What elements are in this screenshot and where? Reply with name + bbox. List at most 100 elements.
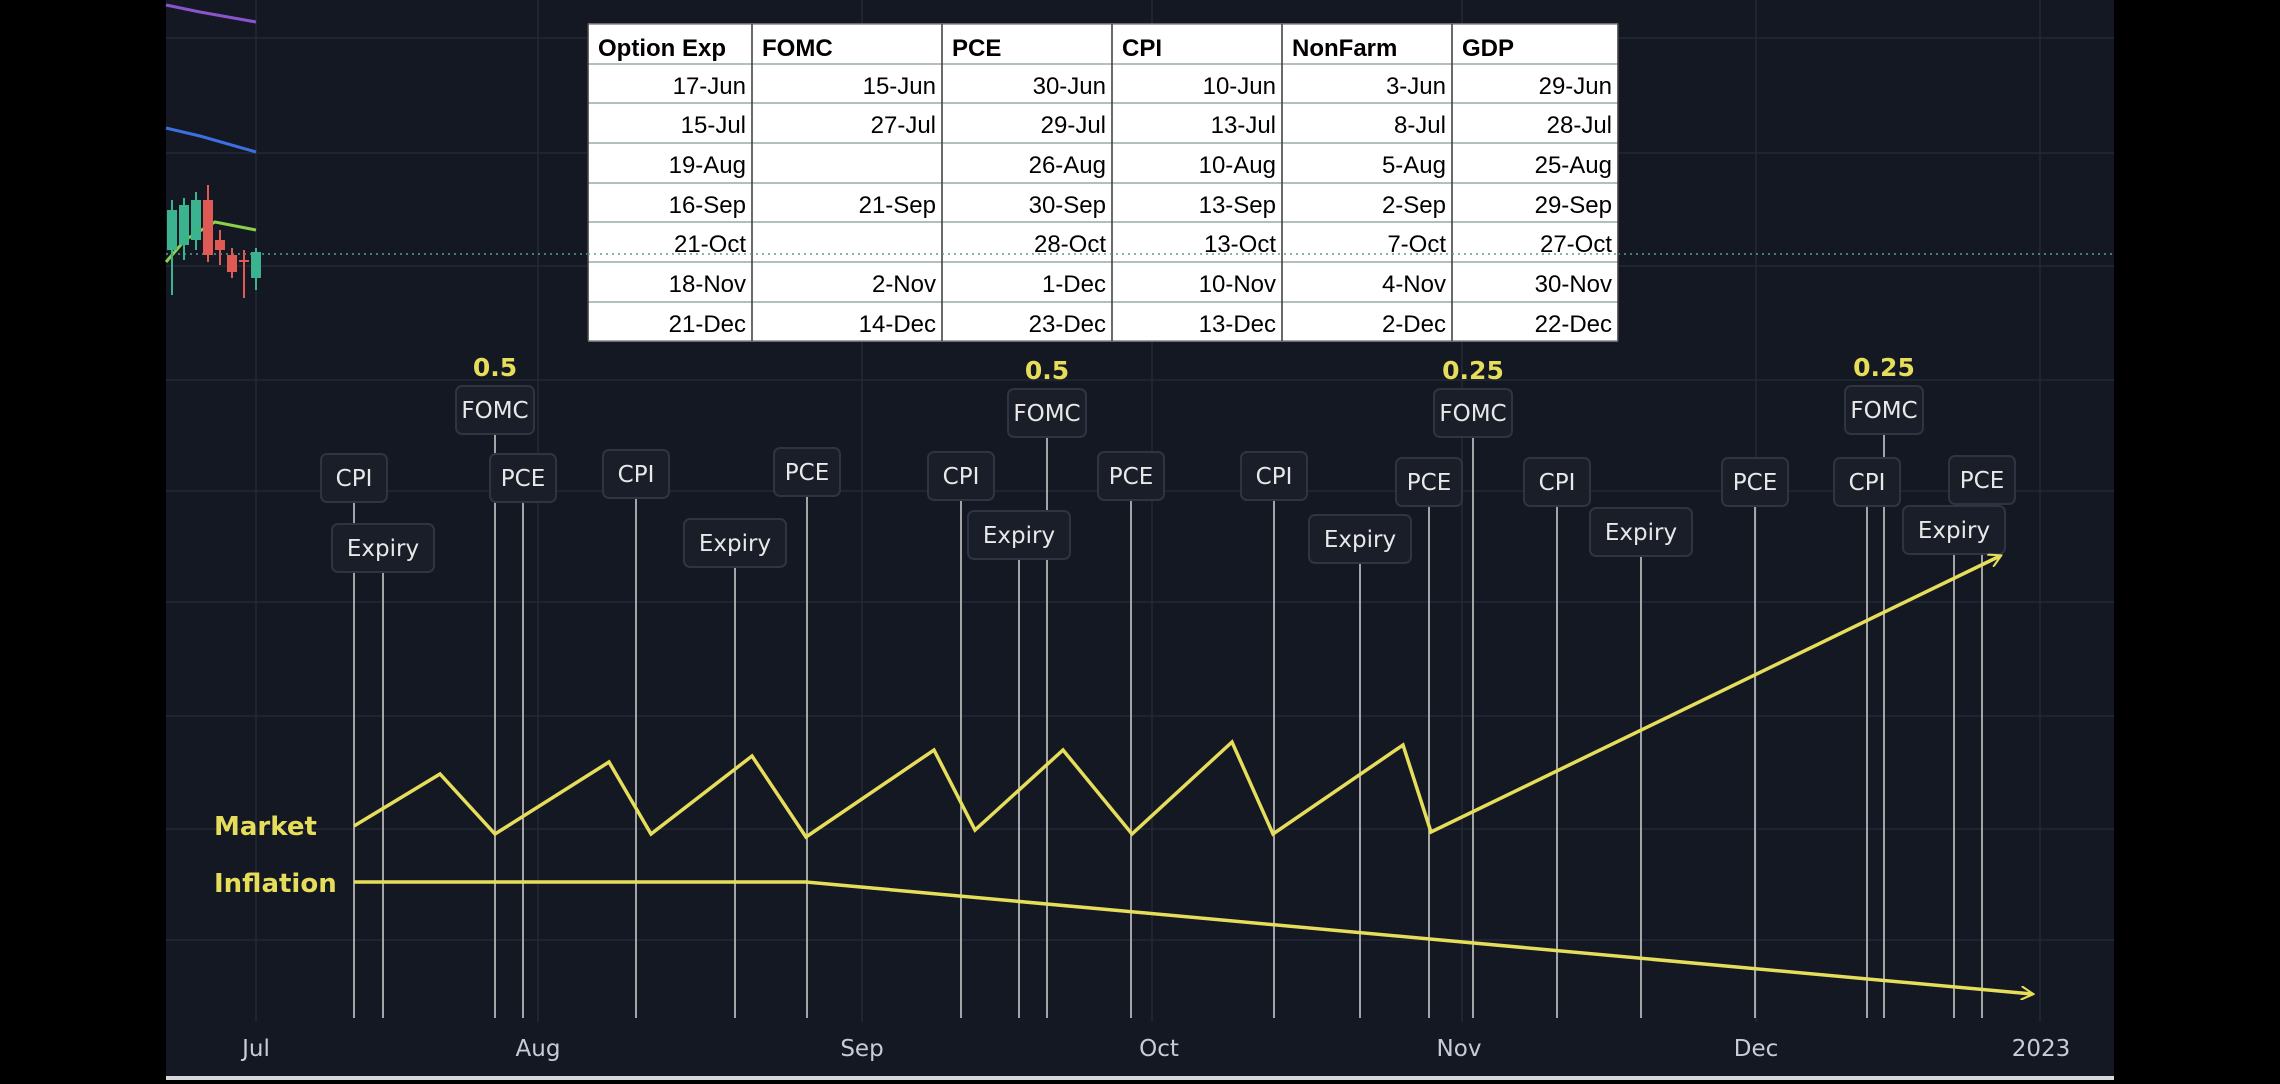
x-tick-label: Oct [1139, 1036, 1179, 1062]
table-cell: 13-Dec [1199, 311, 1276, 338]
candle-body [191, 200, 201, 240]
marker-box-pce [773, 447, 841, 497]
marker-box-pce [1948, 455, 2016, 505]
table-cell: 19-Aug [669, 152, 746, 179]
marker-label-fomc: FOMC [1439, 401, 1506, 427]
x-tick-label: Dec [1734, 1036, 1779, 1062]
marker-box-fomc [1007, 388, 1087, 438]
table-cell: 10-Nov [1199, 271, 1276, 298]
candle-body [215, 240, 225, 250]
table-cell: 30-Sep [1029, 192, 1106, 219]
table-cell: 28-Oct [1034, 231, 1106, 258]
table-cell: 27-Oct [1540, 231, 1612, 258]
x-tick-label: 2023 [2012, 1036, 2071, 1062]
marker-box-cpi [927, 451, 995, 501]
table-cell: 13-Oct [1204, 231, 1276, 258]
bottom-edge [166, 1076, 2114, 1080]
marker-box-expiry [683, 518, 787, 568]
marker-box-pce [1395, 457, 1463, 507]
table-cell: 29-Jun [1539, 73, 1612, 100]
marker-box-pce [1721, 457, 1789, 507]
table-cell: 1-Dec [1042, 271, 1106, 298]
table-cell: 21-Dec [669, 311, 746, 338]
table-cell: 25-Aug [1535, 152, 1612, 179]
marker-box-fomc [1433, 388, 1513, 438]
marker-label-fomc: FOMC [461, 398, 528, 424]
fomc-rate-label: 0.5 [473, 353, 517, 382]
table-header-cell: GDP [1462, 35, 1514, 62]
fomc-rate-label: 0.25 [1853, 353, 1915, 382]
x-tick-label: Sep [840, 1036, 883, 1062]
marker-box-cpi [1523, 457, 1591, 507]
marker-box-expiry [1308, 514, 1412, 564]
marker-label-cpi: CPI [336, 466, 373, 492]
marker-label-pce: PCE [1733, 470, 1777, 496]
table-cell: 2-Sep [1382, 192, 1446, 219]
marker-box-expiry [1902, 505, 2006, 555]
table-cell: 30-Nov [1535, 271, 1612, 298]
moving-average-blue [165, 126, 257, 154]
table-cell: 16-Sep [669, 192, 746, 219]
marker-label-cpi: CPI [618, 462, 655, 488]
marker-label-cpi: CPI [1256, 464, 1293, 490]
marker-label-expiry: Expiry [983, 523, 1055, 549]
table-cell: 21-Oct [674, 231, 746, 258]
table-cell: 14-Dec [859, 311, 936, 338]
candle-body [203, 200, 213, 255]
marker-label-pce: PCE [501, 466, 545, 492]
marker-label-expiry: Expiry [1918, 518, 1990, 544]
marker-box-cpi [320, 453, 388, 503]
marker-label-cpi: CPI [1849, 470, 1886, 496]
marker-label-pce: PCE [785, 460, 829, 486]
table-header-cell: CPI [1122, 35, 1162, 62]
table-cell: 22-Dec [1535, 311, 1612, 338]
candle-body [239, 260, 249, 262]
fomc-rate-label: 0.5 [1025, 356, 1069, 385]
table-header-cell: FOMC [762, 35, 833, 62]
x-tick-label: Nov [1437, 1036, 1482, 1062]
inflation-series-line [354, 880, 2032, 994]
candle-body [167, 210, 177, 250]
marker-label-pce: PCE [1960, 468, 2004, 494]
marker-label-expiry: Expiry [347, 536, 419, 562]
table-cell: 2-Dec [1382, 311, 1446, 338]
table-cell: 3-Jun [1386, 73, 1446, 100]
candle-body [251, 252, 261, 278]
marker-box-cpi [602, 449, 670, 499]
moving-average-purple [165, 3, 257, 24]
table-header-cell: NonFarm [1292, 35, 1397, 62]
marker-label-expiry: Expiry [699, 531, 771, 557]
table-cell: 23-Dec [1029, 311, 1106, 338]
table-cell: 29-Jul [1041, 112, 1106, 139]
series-lines: Market Inflation [214, 556, 2032, 994]
table-cell: 10-Jun [1203, 73, 1276, 100]
table-cell: 18-Nov [669, 271, 746, 298]
candlesticks [164, 3, 261, 298]
table-cell: 8-Jul [1394, 112, 1446, 139]
table-cell: 30-Jun [1033, 73, 1106, 100]
table-cell: 28-Jul [1547, 112, 1612, 139]
release-calendar-table: Option Exp FOMC PCE CPI NonFarm GDP 17-Jun 15-J… [587, 23, 1619, 342]
marker-box-cpi [1833, 457, 1901, 507]
market-series-line [353, 556, 2000, 840]
marker-box-pce [1097, 451, 1165, 501]
marker-box-pce [489, 453, 557, 503]
marker-label-expiry: Expiry [1605, 520, 1677, 546]
fomc-rate-label: 0.25 [1442, 356, 1504, 385]
table-cell: 10-Aug [1199, 152, 1276, 179]
marker-box-fomc [455, 385, 535, 435]
marker-box-expiry [967, 510, 1071, 560]
table-cell: 27-Jul [871, 112, 936, 139]
table-cell: 4-Nov [1382, 271, 1446, 298]
series-label-inflation: Inflation [214, 869, 337, 899]
x-tick-label: Jul [240, 1036, 270, 1062]
x-tick-label: Aug [516, 1036, 561, 1062]
marker-box-expiry [331, 523, 435, 573]
table-cell: 13-Jul [1211, 112, 1276, 139]
marker-label-pce: PCE [1109, 464, 1153, 490]
x-axis: Jul Aug Sep Oct Nov Dec 2023 [240, 1036, 2070, 1062]
series-label-market: Market [214, 812, 317, 842]
marker-box-expiry [1589, 507, 1693, 557]
marker-label-fomc: FOMC [1850, 398, 1917, 424]
